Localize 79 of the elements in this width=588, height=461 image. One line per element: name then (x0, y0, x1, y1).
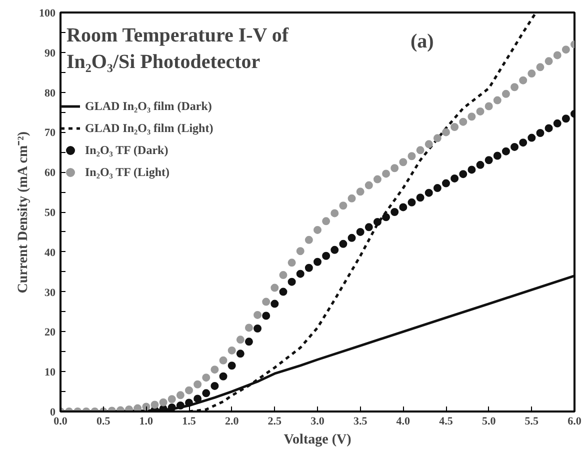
point (553, 119, 562, 128)
legend-label: GLAD In₂O₃ film (Dark) (85, 98, 212, 114)
point (304, 264, 313, 272)
point (442, 179, 450, 188)
x-tick-label: 5.5 (524, 416, 540, 428)
point (468, 166, 476, 174)
point (348, 234, 356, 242)
x-tick-label: 3.0 (310, 416, 325, 428)
x-tick-label: 3.5 (353, 416, 368, 428)
point (322, 252, 330, 260)
point (519, 138, 528, 147)
point (476, 160, 484, 169)
point (262, 312, 270, 320)
x-tick-label: 5.0 (482, 416, 496, 428)
point (433, 184, 442, 192)
point (330, 246, 339, 254)
point (202, 389, 210, 398)
point (210, 382, 219, 390)
x-tick-label: 2.0 (224, 416, 240, 428)
y-tick-label: 60 (44, 167, 56, 180)
x-tick-label: 0.5 (96, 416, 111, 428)
point (450, 174, 459, 182)
y-tick-label: 50 (44, 207, 56, 219)
x-axis-title: Voltage (V) (284, 432, 352, 448)
point (254, 324, 262, 332)
point (562, 114, 570, 123)
point (279, 288, 288, 296)
legend-label: In₂O₃ TF (Light) (85, 164, 170, 180)
point (364, 223, 373, 232)
text: Room Temperature I-V of In₂O₃/Si Photodetector (66, 24, 289, 73)
point (510, 142, 519, 151)
point (544, 124, 553, 132)
y-tick-label: 30 (44, 286, 56, 299)
point (228, 362, 236, 370)
point (219, 372, 228, 380)
point (296, 270, 304, 278)
x-tick-label: 4.5 (439, 416, 454, 428)
point (176, 402, 184, 410)
y-tick-label: 90 (44, 47, 56, 60)
point (356, 228, 364, 236)
point (416, 194, 424, 202)
point (502, 147, 510, 156)
point (185, 398, 193, 407)
point (536, 129, 544, 137)
y-tick-label: 80 (44, 87, 56, 100)
x-tick-label: 6.0 (568, 416, 582, 428)
point (424, 188, 433, 197)
point (373, 218, 382, 226)
y-tick-label: 100 (39, 8, 56, 20)
point (399, 203, 408, 212)
x-tick-label: 0.0 (54, 416, 68, 428)
y-axis-title: Current Density (mA cm⁻²) (16, 131, 31, 294)
point (244, 338, 253, 346)
annotation: (a) (410, 30, 434, 52)
point (382, 213, 390, 222)
y-tick-label: 0 (50, 406, 56, 418)
point (493, 152, 502, 160)
point (270, 300, 279, 308)
point (339, 240, 348, 248)
point (528, 134, 536, 142)
x-tick-label: 1.5 (182, 416, 196, 428)
y-tick-label: 20 (44, 326, 56, 339)
point (314, 258, 322, 266)
point (390, 208, 399, 216)
point (288, 278, 296, 286)
point (459, 170, 468, 178)
point (236, 350, 244, 358)
y-tick-label: 40 (44, 246, 56, 259)
point (408, 198, 416, 206)
point (484, 156, 493, 164)
y-tick-label: 10 (44, 366, 56, 379)
legend-label: GLAD In₂O₃ film (Light) (85, 120, 214, 136)
legend-label: In₂O₃ TF (Dark) (85, 142, 168, 158)
x-tick-label: 1.0 (139, 416, 154, 428)
point (168, 404, 176, 412)
x-tick-label: 2.5 (268, 416, 282, 428)
x-tick-label: 4.0 (396, 416, 411, 428)
point (194, 394, 202, 403)
y-tick-label: 70 (44, 127, 56, 140)
